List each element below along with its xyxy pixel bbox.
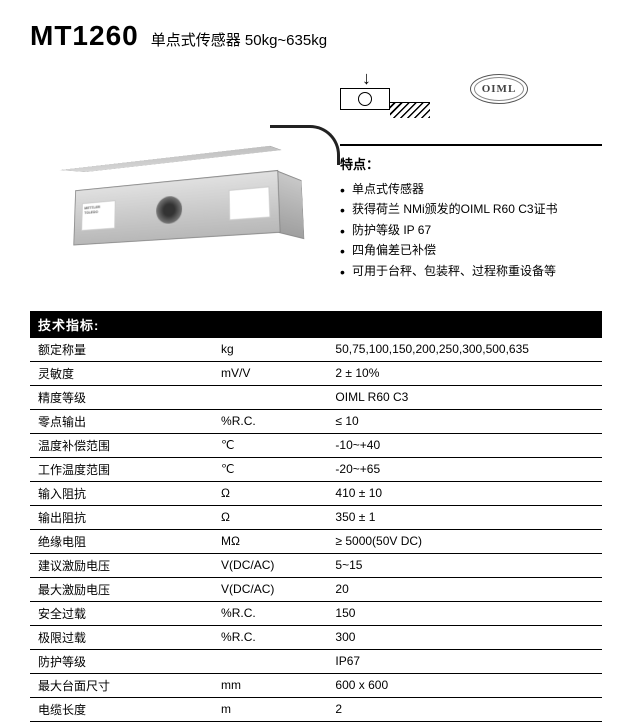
table-row: 极限过载%R.C.300 [30,625,602,649]
spec-value: OIML R60 C3 [327,385,602,409]
sensor-label-left: METTLER TOLEDO [81,200,115,231]
spec-unit [213,385,327,409]
spec-param: 灵敏度 [30,361,213,385]
spec-unit: mV/V [213,361,327,385]
spec-param: 绝缘电阻 [30,529,213,553]
oiml-logo: OIML [470,74,530,104]
oiml-text: OIML [482,83,517,95]
spec-value: 20 [327,577,602,601]
feature-item: 获得荷兰 NMi颁发的OIML R60 C3证书 [340,199,602,219]
spec-unit: %R.C. [213,625,327,649]
table-row: 最大激励电压V(DC/AC)20 [30,577,602,601]
spec-param: 防护等级 [30,649,213,673]
spec-param: 安全过载 [30,601,213,625]
spec-value: -20~+65 [327,457,602,481]
spec-value: 50,75,100,150,200,250,300,500,635 [327,338,602,362]
feature-item: 四角偏差已补偿 [340,240,602,260]
page-header: MT1260 单点式传感器 50kg~635kg [30,20,602,52]
product-image: METTLER TOLEDO [30,70,320,280]
features-title: 特点： [340,154,602,173]
upper-section: METTLER TOLEDO ↓ OIML 特点： 单点式传感器获得荷兰 NMi… [30,70,602,281]
spec-value: 2 ± 10% [327,361,602,385]
spec-param: 工作温度范围 [30,457,213,481]
spec-unit: %R.C. [213,601,327,625]
spec-unit: Ω [213,505,327,529]
spec-unit: %R.C. [213,409,327,433]
cable-graphic [270,125,340,165]
spec-param: 额定称量 [30,338,213,362]
spec-param: 精度等级 [30,385,213,409]
table-row: 输入阻抗Ω410 ± 10 [30,481,602,505]
sensor-graphic: METTLER TOLEDO [73,150,281,255]
specs-title: 技术指标: [30,311,602,338]
table-row: 温度补偿范围℃-10~+40 [30,433,602,457]
diagram-row: ↓ OIML [340,74,602,124]
spec-param: 输出阻抗 [30,505,213,529]
specs-section: 技术指标: 额定称量kg50,75,100,150,200,250,300,50… [30,311,602,722]
feature-item: 防护等级 IP 67 [340,220,602,240]
table-row: 灵敏度mV/V2 ± 10% [30,361,602,385]
spec-value: 150 [327,601,602,625]
spec-value: 410 ± 10 [327,481,602,505]
arrow-down-icon: ↓ [362,68,371,89]
spec-value: 5~15 [327,553,602,577]
spec-value: ≥ 5000(50V DC) [327,529,602,553]
spec-param: 建议激励电压 [30,553,213,577]
sensor-label-right [229,186,271,220]
spec-param: 输入阻抗 [30,481,213,505]
features-block: 特点： 单点式传感器获得荷兰 NMi颁发的OIML R60 C3证书防护等级 I… [340,144,602,281]
spec-unit: m [213,697,327,721]
table-row: 建议激励电压V(DC/AC)5~15 [30,553,602,577]
spec-value: IP67 [327,649,602,673]
spec-value: 300 [327,625,602,649]
table-row: 绝缘电阻MΩ≥ 5000(50V DC) [30,529,602,553]
model-number: MT1260 [30,20,139,52]
spec-value: 600 x 600 [327,673,602,697]
mounting-diagram: ↓ [340,74,430,124]
spec-unit: Ω [213,481,327,505]
spec-unit [213,649,327,673]
feature-item: 可用于台秤、包装秤、过程称重设备等 [340,261,602,281]
table-row: 零点输出%R.C.≤ 10 [30,409,602,433]
spec-value: 350 ± 1 [327,505,602,529]
spec-value: 2 [327,697,602,721]
spec-unit: mm [213,673,327,697]
specs-table: 额定称量kg50,75,100,150,200,250,300,500,635灵… [30,338,602,722]
table-row: 最大台面尺寸mm600 x 600 [30,673,602,697]
spec-unit: ℃ [213,433,327,457]
spec-param: 最大激励电压 [30,577,213,601]
spec-unit: kg [213,338,327,362]
table-row: 防护等级 IP67 [30,649,602,673]
spec-unit: ℃ [213,457,327,481]
feature-item: 单点式传感器 [340,179,602,199]
right-column: ↓ OIML 特点： 单点式传感器获得荷兰 NMi颁发的OIML R60 C3证… [340,70,602,281]
table-row: 额定称量kg50,75,100,150,200,250,300,500,635 [30,338,602,362]
spec-value: -10~+40 [327,433,602,457]
table-row: 精度等级 OIML R60 C3 [30,385,602,409]
spec-value: ≤ 10 [327,409,602,433]
table-row: 输出阻抗Ω350 ± 1 [30,505,602,529]
spec-param: 最大台面尺寸 [30,673,213,697]
spec-unit: MΩ [213,529,327,553]
features-list: 单点式传感器获得荷兰 NMi颁发的OIML R60 C3证书防护等级 IP 67… [340,179,602,281]
spec-unit: V(DC/AC) [213,577,327,601]
spec-param: 电缆长度 [30,697,213,721]
model-subtitle: 单点式传感器 50kg~635kg [151,29,327,50]
table-row: 电缆长度m2 [30,697,602,721]
spec-param: 温度补偿范围 [30,433,213,457]
spec-unit: V(DC/AC) [213,553,327,577]
spec-param: 零点输出 [30,409,213,433]
table-row: 安全过载%R.C.150 [30,601,602,625]
spec-param: 极限过载 [30,625,213,649]
table-row: 工作温度范围℃-20~+65 [30,457,602,481]
